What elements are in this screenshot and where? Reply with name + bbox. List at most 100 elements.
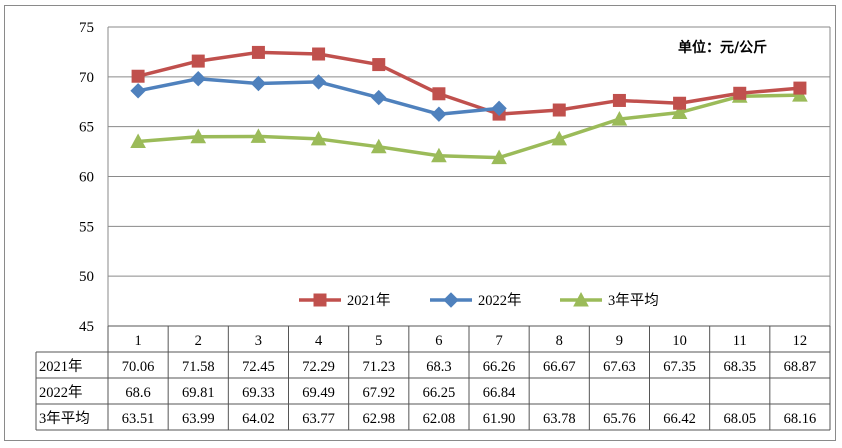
x-tick-label: 7 bbox=[495, 333, 502, 349]
table-cell: 68.6 bbox=[125, 385, 150, 401]
y-tick-label: 50 bbox=[79, 269, 94, 285]
table-cell: 72.45 bbox=[242, 359, 275, 375]
table-cell: 68.35 bbox=[723, 359, 756, 375]
table-cell: 68.05 bbox=[723, 411, 756, 427]
data-point bbox=[611, 111, 628, 126]
x-tick-label: 8 bbox=[556, 333, 563, 349]
table-cell: 66.84 bbox=[483, 385, 516, 401]
chart-frame bbox=[4, 5, 836, 441]
data-point bbox=[491, 100, 507, 117]
legend-marker bbox=[443, 292, 459, 308]
x-tick-label: 2 bbox=[195, 333, 202, 349]
data-point bbox=[733, 86, 747, 100]
legend: 2021年 2022年 3年平均 bbox=[299, 291, 659, 309]
data-point bbox=[250, 75, 267, 92]
data-point bbox=[190, 71, 206, 87]
table-cell: 67.35 bbox=[663, 359, 696, 375]
data-point bbox=[671, 104, 688, 120]
table-cell: 61.90 bbox=[483, 411, 516, 427]
series-2 bbox=[130, 71, 507, 122]
legend-entry: 3年平均 bbox=[560, 291, 659, 309]
data-point bbox=[491, 149, 507, 165]
table-cell: 67.63 bbox=[603, 359, 636, 375]
x-tick-label: 12 bbox=[793, 333, 808, 349]
series-lines bbox=[130, 45, 808, 165]
table-cell: 66.67 bbox=[543, 359, 576, 375]
x-tick-label: 1 bbox=[134, 333, 141, 349]
x-tick-label: 10 bbox=[672, 333, 687, 349]
table-cell: 66.25 bbox=[423, 385, 456, 401]
data-point bbox=[190, 128, 207, 144]
data-point bbox=[793, 81, 807, 95]
data-point bbox=[372, 58, 386, 72]
table-row-header: 2021年 bbox=[39, 358, 83, 375]
y-tick-label: 75 bbox=[79, 20, 94, 36]
data-point bbox=[371, 89, 387, 106]
table-cell: 68.3 bbox=[426, 359, 451, 375]
table-cell: 63.78 bbox=[543, 411, 576, 427]
x-tick-label: 5 bbox=[375, 333, 382, 349]
table-cell: 63.99 bbox=[182, 411, 215, 427]
table-cell: 68.16 bbox=[784, 411, 817, 427]
x-tick-label: 9 bbox=[616, 333, 623, 349]
data-point bbox=[370, 138, 387, 154]
table-cell: 64.02 bbox=[242, 411, 275, 427]
data-point bbox=[251, 45, 265, 59]
table-cell: 62.98 bbox=[362, 411, 395, 427]
legend-label: 3年平均 bbox=[608, 292, 659, 309]
data-point bbox=[250, 128, 267, 143]
data-point bbox=[551, 130, 568, 146]
y-tick-label: 70 bbox=[79, 70, 94, 86]
table-cell: 71.23 bbox=[362, 359, 395, 375]
data-point bbox=[552, 103, 566, 117]
data-point bbox=[131, 69, 145, 83]
data-point bbox=[312, 47, 326, 61]
data-point bbox=[191, 54, 205, 68]
y-tick-label: 55 bbox=[79, 219, 94, 235]
data-point bbox=[310, 130, 327, 146]
series-line bbox=[137, 50, 801, 116]
table-cell: 63.51 bbox=[122, 411, 155, 427]
table-cell: 66.42 bbox=[663, 411, 696, 427]
data-point bbox=[310, 74, 327, 90]
data-point bbox=[612, 93, 626, 107]
table-cell: 65.76 bbox=[603, 411, 636, 427]
table-row-header: 3年平均 bbox=[39, 410, 90, 427]
data-point bbox=[130, 133, 146, 149]
table-cell: 72.29 bbox=[302, 359, 335, 375]
y-axis: 45 50 55 60 65 70 75 bbox=[79, 20, 94, 335]
data-point bbox=[673, 96, 687, 110]
data-point bbox=[130, 83, 146, 99]
x-tick-label: 11 bbox=[733, 333, 747, 349]
table-cell: 62.08 bbox=[423, 411, 456, 427]
legend-entry: 2021年 bbox=[299, 292, 391, 309]
table-cell: 69.49 bbox=[302, 385, 335, 401]
data-point bbox=[431, 106, 447, 122]
table-cell: 68.87 bbox=[784, 359, 817, 375]
legend-marker bbox=[573, 291, 589, 307]
table-cell: 71.58 bbox=[182, 359, 215, 375]
data-point bbox=[432, 87, 446, 101]
x-tick-label: 3 bbox=[255, 333, 262, 349]
x-tick-label: 6 bbox=[435, 333, 442, 349]
table-cell: 67.92 bbox=[362, 385, 395, 401]
table-cell: 69.33 bbox=[242, 385, 275, 401]
y-tick-label: 65 bbox=[79, 120, 94, 136]
legend-marker bbox=[313, 293, 327, 307]
table-row-header: 2022年 bbox=[39, 384, 83, 401]
unit-label: 单位：元/公斤 bbox=[678, 39, 767, 56]
data-point bbox=[792, 87, 808, 102]
table-cell: 70.06 bbox=[122, 359, 155, 375]
y-tick-label: 45 bbox=[79, 319, 94, 335]
gridlines bbox=[107, 26, 831, 327]
legend-label: 2021年 bbox=[347, 292, 391, 309]
x-tick-label: 4 bbox=[315, 333, 323, 349]
series-1 bbox=[131, 45, 807, 121]
legend-label: 2022年 bbox=[478, 292, 522, 309]
series-line bbox=[137, 93, 800, 160]
table-cell: 63.77 bbox=[302, 411, 335, 427]
table-cell: 69.81 bbox=[182, 385, 215, 401]
legend-entry: 2022年 bbox=[430, 292, 522, 309]
